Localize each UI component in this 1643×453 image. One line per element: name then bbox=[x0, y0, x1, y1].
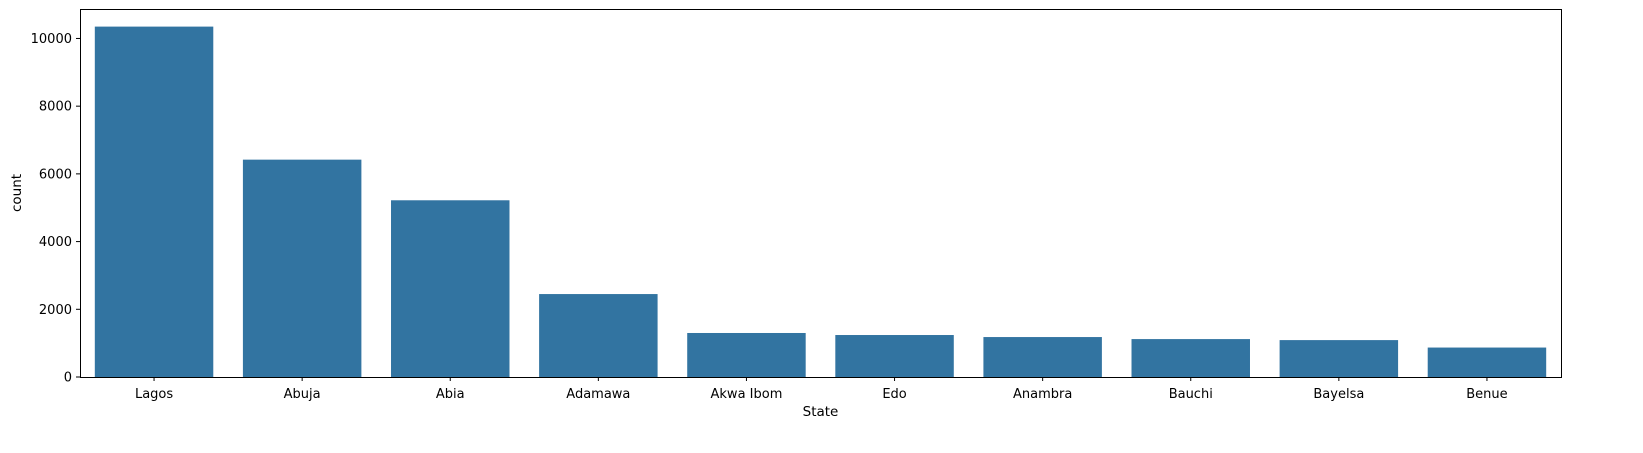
x-tick-label: Abuja bbox=[284, 387, 321, 402]
x-tick-label: Akwa Ibom bbox=[711, 387, 783, 402]
bar-akwa-ibom bbox=[687, 332, 806, 377]
x-tick-label: Adamawa bbox=[566, 387, 630, 402]
bar-edo bbox=[835, 335, 954, 377]
x-axis-title: State bbox=[803, 404, 839, 420]
x-tick-label: Bayelsa bbox=[1313, 387, 1364, 402]
x-tick-label: Lagos bbox=[135, 387, 173, 402]
bar-bauchi bbox=[1131, 339, 1250, 377]
x-axis: Lagos Abuja Abia Adamawa Akwa Ibom Edo Anambra… bbox=[135, 377, 1508, 402]
plot-frame bbox=[80, 9, 1562, 378]
bar-benue bbox=[1427, 347, 1547, 377]
y-tick-label: 2000 bbox=[39, 303, 72, 318]
bar-abia bbox=[391, 200, 510, 377]
bar-lagos bbox=[94, 26, 214, 377]
x-tick-label: Benue bbox=[1466, 387, 1507, 402]
y-tick-label: 0 bbox=[64, 371, 72, 386]
bar-abuja bbox=[242, 159, 362, 377]
y-tick-label: 6000 bbox=[39, 167, 72, 182]
y-tick-label: 8000 bbox=[39, 100, 72, 115]
y-tick-label: 4000 bbox=[39, 235, 72, 250]
y-axis-title: count bbox=[9, 174, 25, 212]
y-tick-label: 10000 bbox=[31, 32, 72, 47]
y-axis: 0 2000 4000 6000 8000 10000 bbox=[31, 32, 80, 386]
x-tick-label: Edo bbox=[882, 387, 906, 402]
bars-layer bbox=[94, 26, 1547, 377]
bar-bayelsa bbox=[1279, 340, 1399, 377]
bar-anambra bbox=[983, 337, 1102, 377]
x-tick-label: Abia bbox=[436, 387, 465, 402]
x-tick-label: Bauchi bbox=[1169, 387, 1213, 402]
x-tick-label: Anambra bbox=[1013, 387, 1072, 402]
bar-adamawa bbox=[539, 294, 658, 377]
